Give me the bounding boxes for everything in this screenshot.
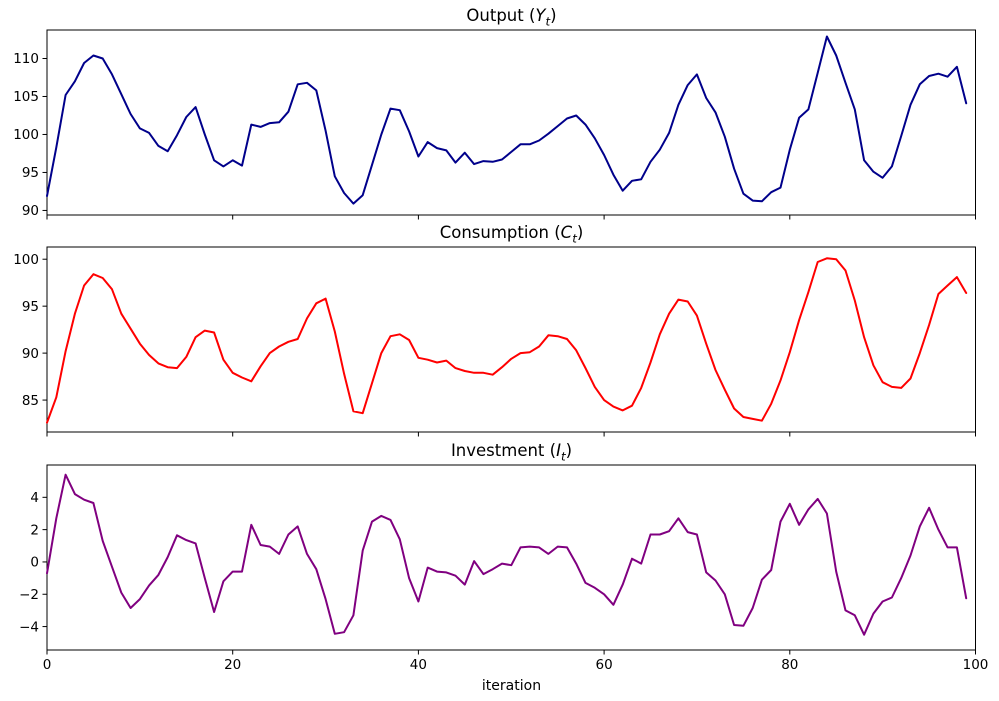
consumption-ytick-label: 85 [22,393,39,409]
output-ytick-label: 90 [22,203,39,219]
investment-ytick-label: 4 [30,490,39,506]
output-line [46,35,968,205]
x-tick-label: 0 [43,657,52,673]
title-text: ) [550,6,557,25]
title-text: Investment ( [450,441,557,460]
output-ytick-label: 105 [13,89,39,105]
x-tick-label: 100 [963,657,989,673]
output-chart-title: Output (Yt) [47,5,976,32]
consumption-chart-title: Consumption (Ct) [47,222,976,249]
x-tick-label: 20 [224,657,241,673]
investment-line [46,473,968,636]
x-axis-label: iteration [481,678,542,694]
title-subscript: t [572,231,577,246]
investment-ytick-label: 2 [30,522,39,538]
x-tick-label: 40 [410,657,427,673]
title-subscript: t [545,14,551,29]
x-tick-label: 80 [781,657,798,673]
output-ytick-label: 110 [13,51,39,67]
title-text: ) [576,223,584,242]
consumption-line [46,257,968,424]
consumption-ytick-label: 95 [22,299,39,315]
title-subscript: t [560,449,566,464]
title-variable: Y [535,6,546,25]
investment-chart-title: Investment (It) [47,440,976,467]
investment-axes [46,464,976,651]
output-ytick-label: 100 [13,127,39,143]
consumption-ytick-label: 100 [13,252,39,268]
title-variable: I [556,441,561,460]
title-variable: C [560,223,573,242]
output-axes [46,29,976,216]
consumption-ytick-label: 90 [22,346,39,362]
investment-ytick-label: −4 [19,619,39,635]
title-text: Output ( [466,6,536,25]
investment-ytick-label: 0 [30,555,39,571]
output-ytick-label: 95 [22,165,39,181]
consumption-axes [46,246,976,433]
investment-ytick-label: −2 [19,587,39,603]
title-text: Consumption ( [439,223,561,242]
x-tick-label: 60 [596,657,613,673]
title-text: ) [565,441,573,460]
